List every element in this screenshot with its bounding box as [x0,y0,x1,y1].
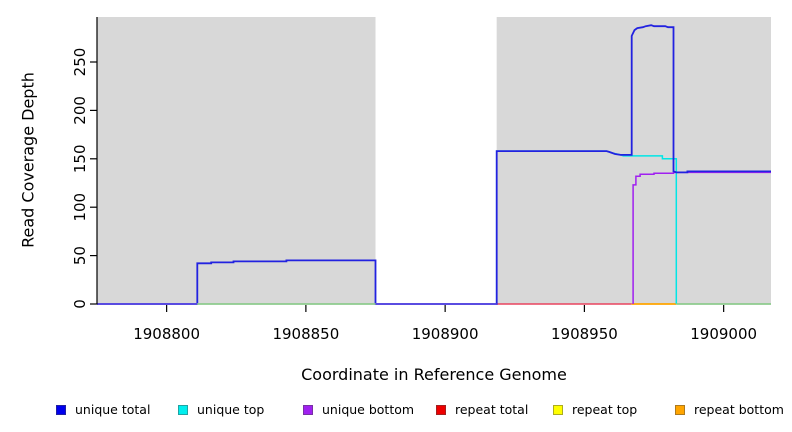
series-unique-bottom-line [632,171,771,304]
x-tick-label: 1908950 [551,325,618,343]
coverage-region-band [97,17,376,304]
y-tick-label: 100 [71,193,89,222]
series-unique-total-line [97,24,771,305]
y-tick-label: 50 [71,246,89,265]
x-tick-label: 1909000 [690,325,757,343]
x-tick-label: 1908900 [412,325,479,343]
x-tick-label: 1908800 [133,325,200,343]
y-tick-label: 200 [71,96,89,125]
y-axis-title: Read Coverage Depth [18,72,38,248]
y-tick-label: 0 [71,299,89,309]
x-tick-label: 1908850 [272,325,339,343]
y-tick-label: 150 [71,144,89,173]
y-tick-label: 250 [71,48,89,77]
x-axis-title: Coordinate in Reference Genome [301,365,567,384]
